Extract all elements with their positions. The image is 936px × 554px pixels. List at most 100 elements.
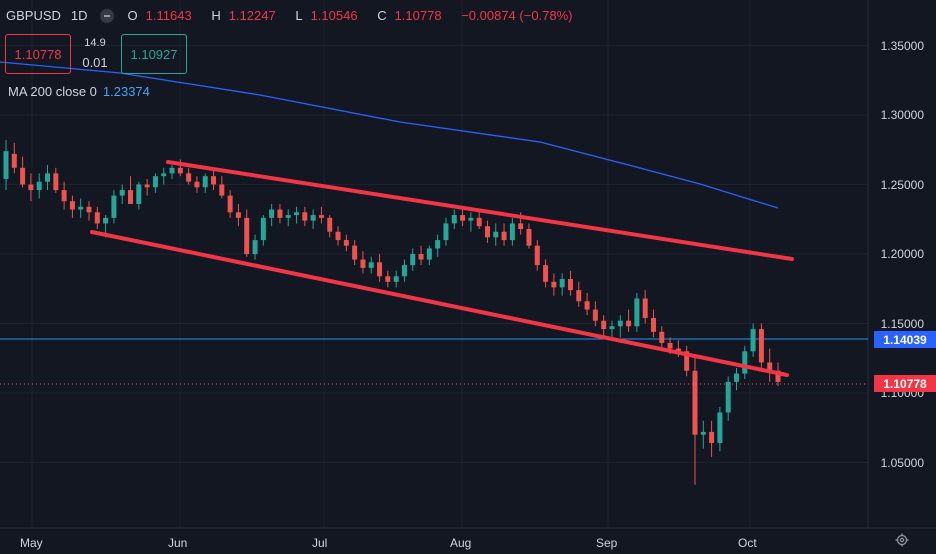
candle-body <box>161 173 167 177</box>
candle-body <box>634 298 640 327</box>
candle-body <box>675 348 681 352</box>
candle-body <box>401 265 407 277</box>
candle-body <box>310 215 316 221</box>
candle-body <box>567 279 573 291</box>
candle <box>136 181 142 210</box>
close-value: 1.10778 <box>394 8 442 23</box>
y-tick-label: 1.05000 <box>880 455 924 470</box>
candle <box>69 195 75 218</box>
ohlc-values: O 1.11643 H 1.12247 L 1.10546 C 1.10778 −0.0… <box>127 8 573 23</box>
candle-body <box>368 262 374 268</box>
candle <box>767 348 773 382</box>
candle <box>750 323 756 357</box>
candle <box>684 345 690 377</box>
candle-body <box>509 223 515 241</box>
candle <box>327 215 333 238</box>
candle-body <box>642 298 648 318</box>
candle <box>119 184 125 204</box>
candle <box>601 315 607 338</box>
candle-body <box>11 153 17 168</box>
buy-button[interactable]: 1.10927 <box>121 34 187 74</box>
candle-body <box>327 217 333 232</box>
candle <box>576 281 582 307</box>
change-value: −0.00874 (−0.78%) <box>461 8 573 23</box>
candle <box>393 270 399 288</box>
candle <box>186 167 192 185</box>
candle-body <box>684 351 690 371</box>
gear-icon[interactable] <box>895 533 909 547</box>
candle <box>385 270 391 288</box>
candle <box>692 356 698 485</box>
candle <box>493 223 499 246</box>
candle-body <box>385 276 391 282</box>
candle <box>310 209 316 229</box>
candle <box>709 420 715 457</box>
candle <box>343 234 349 252</box>
candle-body <box>335 231 341 241</box>
candle <box>318 206 324 224</box>
spread-display: 14.9 0.01 <box>80 34 110 72</box>
candle-body <box>426 248 432 260</box>
candle-body <box>451 215 457 224</box>
candle <box>252 234 258 260</box>
candle <box>567 270 573 296</box>
candle-body <box>551 281 557 288</box>
candle <box>401 259 407 282</box>
candle <box>294 206 300 224</box>
upper-channel-line <box>166 160 794 261</box>
ma-200-line <box>0 61 779 209</box>
candle-body <box>45 173 51 182</box>
candle-body <box>136 184 142 204</box>
timeframe-label[interactable]: 1D <box>70 8 88 23</box>
candle <box>260 215 266 246</box>
ma-value: 1.23374 <box>102 84 150 99</box>
candle <box>543 259 549 288</box>
ma-legend[interactable]: MA 200 close 0 1.23374 <box>8 84 150 99</box>
candle <box>169 165 175 179</box>
symbol-name[interactable]: GBPUSD <box>6 8 61 23</box>
candle <box>28 173 34 202</box>
candle-body <box>659 331 665 343</box>
candle-body <box>78 206 84 210</box>
candle <box>443 217 449 246</box>
candle <box>650 309 656 338</box>
candle-body <box>3 151 9 179</box>
candle <box>235 203 241 227</box>
candle-body <box>169 167 175 174</box>
candle-body <box>493 231 499 238</box>
candle-body <box>294 212 300 216</box>
candle-body <box>103 217 109 224</box>
candle-body <box>277 209 283 218</box>
candle <box>277 203 283 224</box>
symbol-legend: GBPUSD 1D O 1.11643 H 1.12247 L 1.10546 C 1.… <box>6 8 581 23</box>
candle-body <box>650 317 656 332</box>
candle-body <box>36 181 42 191</box>
candle <box>559 273 565 296</box>
x-tick-label: Sep <box>596 536 618 550</box>
candle-body <box>69 201 75 210</box>
candle-body <box>559 279 565 288</box>
hline-price-label: 1.14039 <box>874 331 936 348</box>
candle-body <box>28 184 34 191</box>
candle <box>468 212 474 232</box>
candle <box>111 190 117 224</box>
candle-body <box>534 245 540 266</box>
candle-body <box>692 370 698 435</box>
eye-icon[interactable] <box>99 8 114 23</box>
spread-top: 14.9 <box>84 37 106 49</box>
candle <box>302 206 308 227</box>
candle <box>161 167 167 185</box>
candle <box>742 345 748 380</box>
candle <box>61 181 67 210</box>
trendlines <box>90 160 794 377</box>
candle <box>11 142 17 174</box>
candle-body <box>518 223 524 229</box>
x-tick-label: May <box>20 536 43 550</box>
candle-body <box>318 215 324 218</box>
candle-body <box>484 226 490 238</box>
candle <box>152 173 158 193</box>
sell-button[interactable]: 1.10778 <box>5 34 71 74</box>
candle-body <box>601 320 607 330</box>
candle-body <box>86 206 92 213</box>
